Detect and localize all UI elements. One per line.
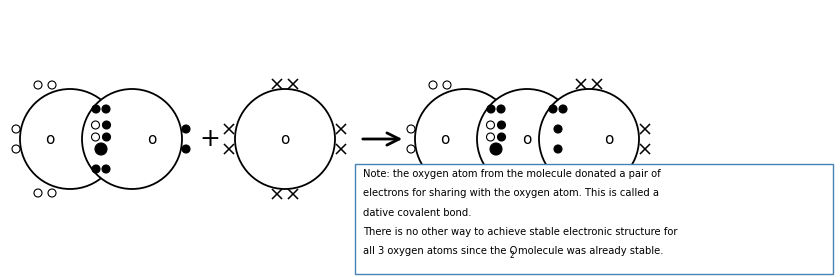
Circle shape <box>407 145 415 153</box>
Text: o: o <box>522 132 532 147</box>
Circle shape <box>429 189 437 197</box>
FancyBboxPatch shape <box>355 164 833 274</box>
Circle shape <box>549 105 557 113</box>
Circle shape <box>429 81 437 89</box>
Text: o: o <box>147 132 157 147</box>
Circle shape <box>443 81 451 89</box>
Circle shape <box>102 105 110 113</box>
Circle shape <box>92 105 100 113</box>
Text: electrons for sharing with the oxygen atom. This is called a: electrons for sharing with the oxygen at… <box>363 188 659 198</box>
Circle shape <box>92 165 100 173</box>
Circle shape <box>235 89 335 189</box>
Circle shape <box>12 145 20 153</box>
Circle shape <box>486 121 495 129</box>
Circle shape <box>497 121 506 129</box>
Circle shape <box>443 189 451 197</box>
Circle shape <box>490 143 502 155</box>
Circle shape <box>549 165 557 173</box>
Text: +: + <box>200 127 220 151</box>
Circle shape <box>487 165 495 173</box>
Circle shape <box>554 125 562 133</box>
Circle shape <box>92 121 99 129</box>
Circle shape <box>487 105 495 113</box>
Circle shape <box>102 133 111 141</box>
Circle shape <box>539 89 639 189</box>
Circle shape <box>182 145 190 153</box>
Text: Note: the oxygen atom from the molecule donated a pair of: Note: the oxygen atom from the molecule … <box>363 169 661 179</box>
Circle shape <box>182 125 190 133</box>
Circle shape <box>102 165 110 173</box>
Circle shape <box>407 125 415 133</box>
Circle shape <box>497 133 506 141</box>
Text: o: o <box>440 132 449 147</box>
Circle shape <box>48 81 56 89</box>
Circle shape <box>497 165 505 173</box>
Circle shape <box>12 125 20 133</box>
Text: There is no other way to achieve stable electronic structure for: There is no other way to achieve stable … <box>363 227 678 237</box>
Text: dative covalent bond.: dative covalent bond. <box>363 208 471 218</box>
Circle shape <box>92 133 99 141</box>
Circle shape <box>559 105 567 113</box>
Text: o: o <box>45 132 55 147</box>
Circle shape <box>34 81 42 89</box>
Circle shape <box>48 189 56 197</box>
Text: o: o <box>281 132 290 147</box>
Text: molecule was already stable.: molecule was already stable. <box>517 247 663 257</box>
Circle shape <box>95 143 107 155</box>
Circle shape <box>477 89 577 189</box>
Circle shape <box>554 145 562 153</box>
Circle shape <box>415 89 515 189</box>
Circle shape <box>559 165 567 173</box>
Circle shape <box>497 105 505 113</box>
Circle shape <box>486 133 495 141</box>
Text: all 3 oxygen atoms since the O: all 3 oxygen atoms since the O <box>363 247 517 257</box>
Circle shape <box>102 121 111 129</box>
Circle shape <box>34 189 42 197</box>
Text: 2: 2 <box>510 251 514 260</box>
Text: o: o <box>604 132 614 147</box>
Circle shape <box>82 89 182 189</box>
Circle shape <box>20 89 120 189</box>
